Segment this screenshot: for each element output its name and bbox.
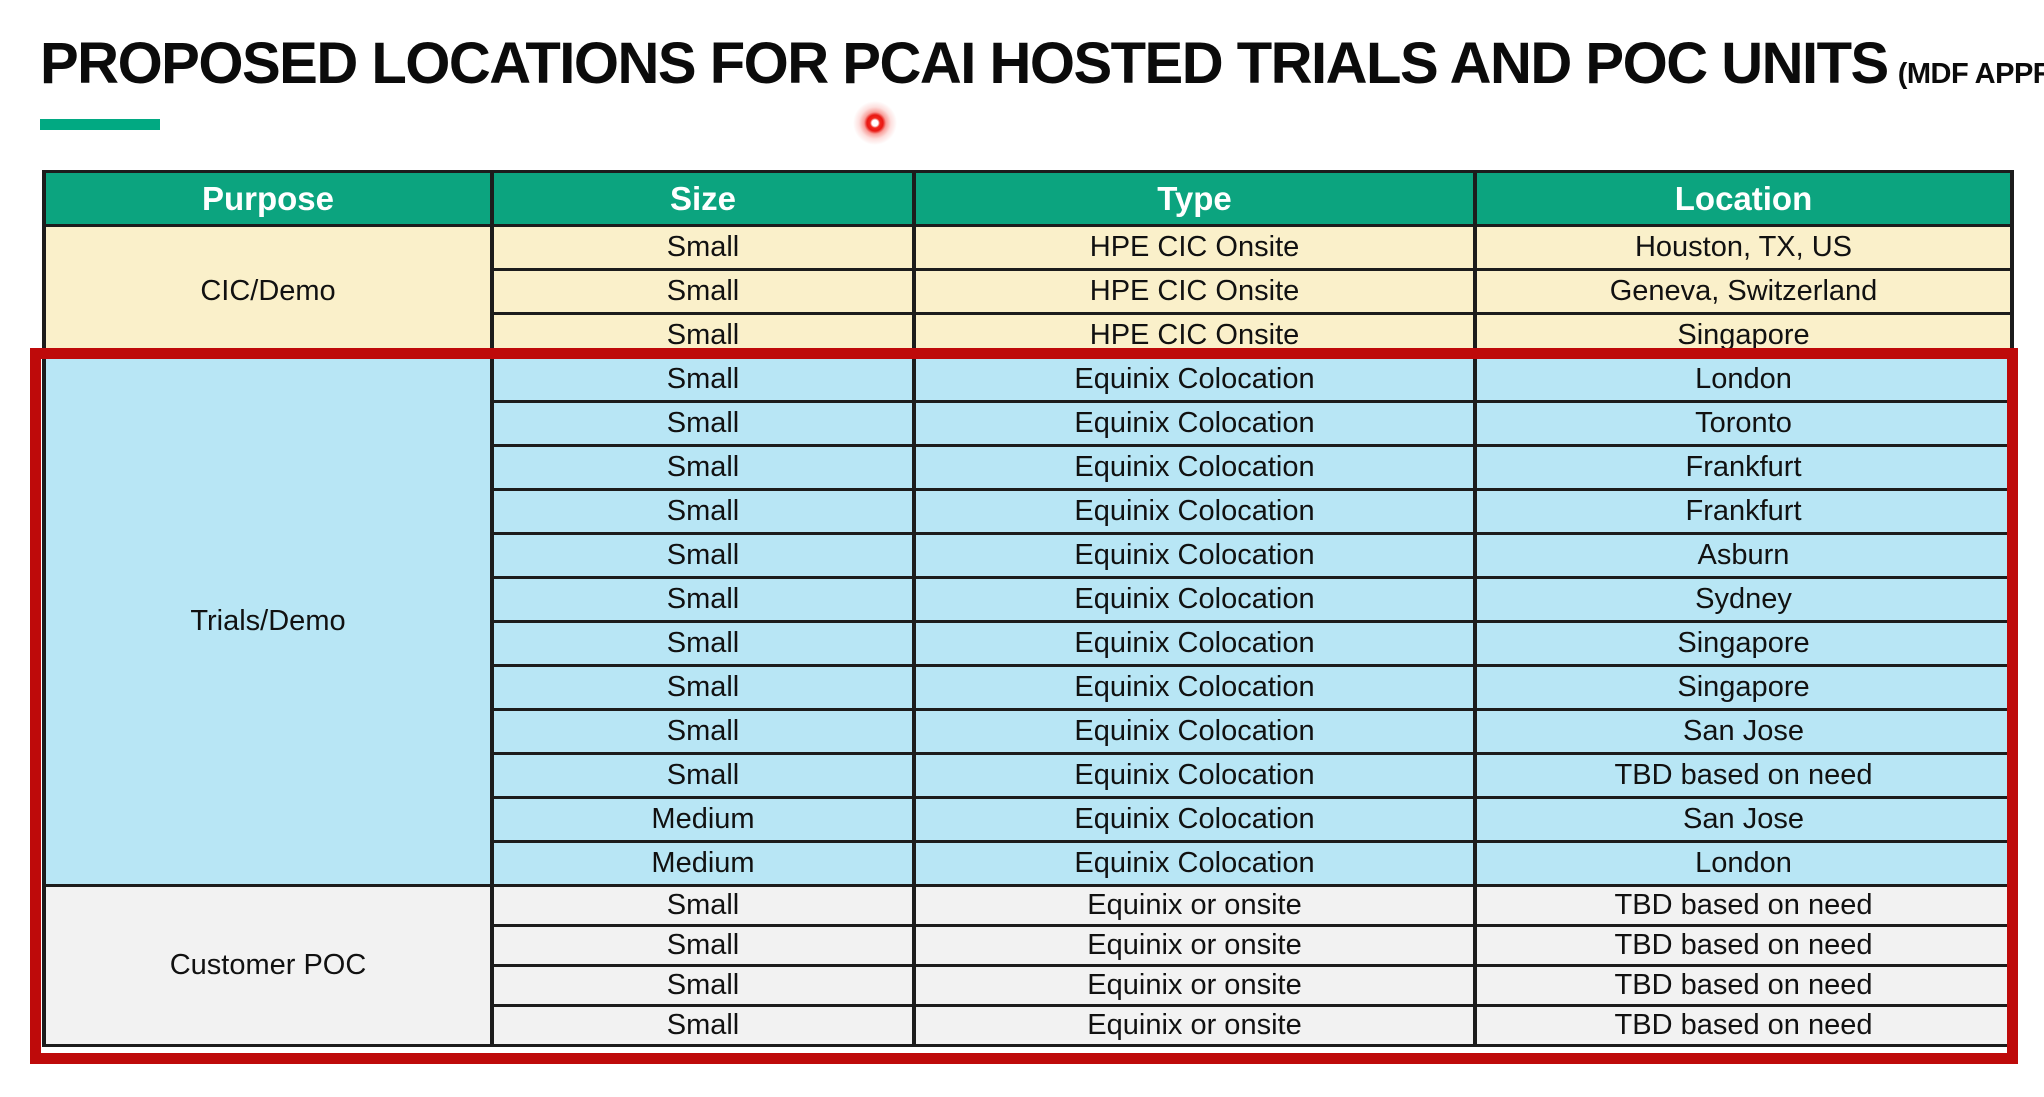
size-cell: Small xyxy=(490,312,916,359)
table-row: Small Equinix Colocation Frankfurt xyxy=(44,488,2014,535)
locations-table: Purpose Size Type Location CIC/Demo Small HPE… xyxy=(42,170,2014,1047)
type-cell: Equinix Colocation xyxy=(912,488,1477,535)
table-row: Medium Equinix Colocation London xyxy=(44,840,2014,887)
purpose-cell-customer-poc: Customer POC xyxy=(42,884,494,1047)
table-row: Small Equinix Colocation Sydney xyxy=(44,576,2014,623)
purpose-cell-trials-demo: Trials/Demo xyxy=(42,356,494,887)
type-cell: Equinix Colocation xyxy=(912,444,1477,491)
location-cell: London xyxy=(1473,840,2014,887)
table-row: Small Equinix Colocation San Jose xyxy=(44,708,2014,755)
location-cell: Houston, TX, US xyxy=(1473,224,2014,271)
page-title-main: PROPOSED LOCATIONS FOR PCAI HOSTED TRIAL… xyxy=(40,31,1889,96)
type-cell: Equinix Colocation xyxy=(912,664,1477,711)
table-row: Small Equinix Colocation Asburn xyxy=(44,532,2014,579)
location-cell: TBD based on need xyxy=(1473,924,2014,967)
table-row: Small Equinix Colocation Frankfurt xyxy=(44,444,2014,491)
table-row: Small Equinix Colocation Singapore xyxy=(44,664,2014,711)
location-cell: TBD based on need xyxy=(1473,964,2014,1007)
type-cell: Equinix Colocation xyxy=(912,400,1477,447)
purpose-cell-cic-demo: CIC/Demo xyxy=(42,224,494,359)
table-row: CIC/Demo Small HPE CIC Onsite Houston, TX, … xyxy=(42,224,2014,359)
location-cell: Frankfurt xyxy=(1473,488,2014,535)
size-cell: Small xyxy=(490,268,916,315)
table-row: Small Equinix or onsite TBD based on need xyxy=(44,1004,2014,1047)
size-cell: Small xyxy=(490,1004,916,1047)
type-cell: HPE CIC Onsite xyxy=(912,312,1477,359)
type-cell: Equinix Colocation xyxy=(912,796,1477,843)
table-row: Small Equinix or onsite TBD based on need xyxy=(44,924,2014,967)
location-cell: San Jose xyxy=(1473,708,2014,755)
location-cell: TBD based on need xyxy=(1473,884,2014,927)
type-cell: Equinix Colocation xyxy=(912,356,1477,403)
size-cell: Small xyxy=(490,532,916,579)
type-cell: Equinix or onsite xyxy=(912,1004,1477,1047)
table-row: Small Equinix Colocation Singapore xyxy=(44,620,2014,667)
table-row: Small Equinix Colocation Toronto xyxy=(44,400,2014,447)
table-row: Small Equinix Colocation TBD based on need xyxy=(44,752,2014,799)
column-header-type: Type xyxy=(912,170,1477,227)
type-cell: HPE CIC Onsite xyxy=(912,268,1477,315)
size-cell: Small xyxy=(490,224,916,271)
column-header-location: Location xyxy=(1473,170,2014,227)
type-cell: Equinix Colocation xyxy=(912,752,1477,799)
table-row: Trials/Demo Small Equinix Colocation London xyxy=(42,356,2014,887)
size-cell: Small xyxy=(490,664,916,711)
location-cell: Sydney xyxy=(1473,576,2014,623)
type-cell: Equinix Colocation xyxy=(912,708,1477,755)
table-header-row: Purpose Size Type Location xyxy=(42,170,2014,227)
location-cell: TBD based on need xyxy=(1473,1004,2014,1047)
type-cell: Equinix or onsite xyxy=(912,884,1477,927)
location-cell: London xyxy=(1473,356,2014,403)
size-cell: Small xyxy=(490,964,916,1007)
size-cell: Small xyxy=(490,620,916,667)
location-cell: Asburn xyxy=(1473,532,2014,579)
table-row: Small HPE CIC Onsite Geneva, Switzerland xyxy=(44,268,2014,315)
page-title-suffix: (MDF APPROVED) xyxy=(1897,58,2044,90)
location-cell: Singapore xyxy=(1473,620,2014,667)
size-cell: Small xyxy=(490,356,916,403)
column-header-size: Size xyxy=(490,170,916,227)
laser-pointer-dot xyxy=(853,101,897,145)
location-cell: TBD based on need xyxy=(1473,752,2014,799)
size-cell: Medium xyxy=(490,796,916,843)
title-accent-bar xyxy=(40,119,160,130)
type-cell: HPE CIC Onsite xyxy=(912,224,1477,271)
size-cell: Small xyxy=(490,884,916,927)
size-cell: Small xyxy=(490,576,916,623)
location-cell: Geneva, Switzerland xyxy=(1473,268,2014,315)
size-cell: Small xyxy=(490,924,916,967)
size-cell: Small xyxy=(490,444,916,491)
type-cell: Equinix Colocation xyxy=(912,576,1477,623)
location-cell: Frankfurt xyxy=(1473,444,2014,491)
type-cell: Equinix Colocation xyxy=(912,840,1477,887)
column-header-purpose: Purpose xyxy=(42,170,494,227)
size-cell: Small xyxy=(490,488,916,535)
type-cell: Equinix or onsite xyxy=(912,964,1477,1007)
location-cell: Singapore xyxy=(1473,312,2014,359)
location-cell: Singapore xyxy=(1473,664,2014,711)
location-cell: Toronto xyxy=(1473,400,2014,447)
table-row: Small Equinix or onsite TBD based on need xyxy=(44,964,2014,1007)
size-cell: Small xyxy=(490,708,916,755)
size-cell: Medium xyxy=(490,840,916,887)
page-title: PROPOSED LOCATIONS FOR PCAI HOSTED TRIAL… xyxy=(40,31,2044,96)
size-cell: Small xyxy=(490,400,916,447)
type-cell: Equinix Colocation xyxy=(912,620,1477,667)
type-cell: Equinix Colocation xyxy=(912,532,1477,579)
type-cell: Equinix or onsite xyxy=(912,924,1477,967)
location-cell: San Jose xyxy=(1473,796,2014,843)
table-row: Medium Equinix Colocation San Jose xyxy=(44,796,2014,843)
size-cell: Small xyxy=(490,752,916,799)
table-row: Customer POC Small Equinix or onsite TBD ba… xyxy=(42,884,2014,1047)
